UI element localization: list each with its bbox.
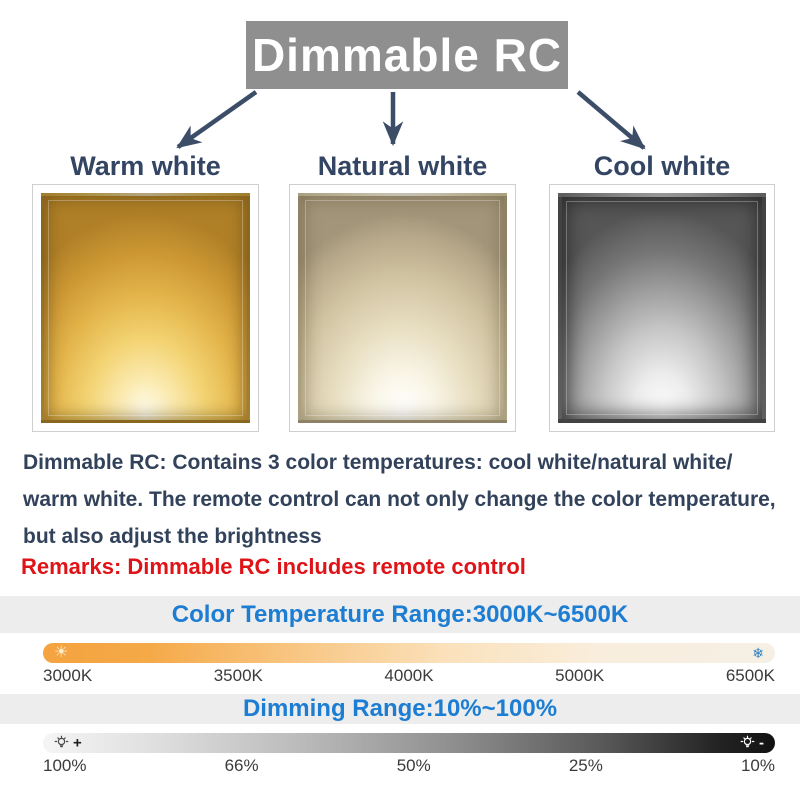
dimming-ticks: 100% 66% 50% 25% 10% — [43, 756, 775, 776]
tick-10pct: 10% — [740, 756, 775, 775]
flow-arrows — [176, 90, 646, 150]
description-line-3: but also adjust the brightness — [23, 525, 322, 548]
tick-50pct: 50% — [396, 756, 431, 775]
tick-25pct: 25% — [568, 756, 603, 775]
plus-sign: + — [73, 734, 82, 752]
natural-white-label: Natural white — [317, 150, 488, 181]
tick-4000k: 4000K — [384, 666, 434, 685]
tick-100pct: 100% — [43, 756, 87, 775]
arrow-to-warm-icon — [176, 90, 258, 149]
arrow-to-cool-icon — [576, 90, 646, 150]
tick-3500k: 3500K — [213, 666, 263, 685]
warm-white-glow-image — [41, 193, 250, 423]
natural-white-panel — [289, 184, 516, 432]
dimming-gradient-bar: + - — [43, 733, 775, 753]
tick-6500k: 6500K — [725, 666, 775, 685]
title-box: Dimmable RC — [246, 21, 568, 89]
remarks-text: Remarks: Dimmable RC includes remote con… — [21, 554, 526, 579]
dimming-heading: Dimming Range:10%~100% — [242, 695, 558, 722]
cool-white-label: Cool white — [593, 150, 731, 181]
sun-icon: ☀ — [54, 644, 69, 661]
bulb-plus-icon: + — [54, 736, 82, 751]
color-temperature-heading: Color Temperature Range:3000K~6500K — [171, 601, 629, 628]
description-line-1: Dimmable RC: Contains 3 color temperatur… — [23, 451, 733, 474]
description-paragraph: Dimmable RC: Contains 3 color temperatur… — [23, 444, 793, 555]
minus-sign: - — [759, 734, 764, 752]
tick-3000k: 3000K — [43, 666, 93, 685]
bulb-minus-icon: - — [740, 736, 764, 751]
cool-white-glow-image — [558, 193, 766, 423]
dimming-heading-band: Dimming Range:10%~100% — [0, 694, 800, 724]
bulb-icon — [740, 735, 755, 748]
title-text: Dimmable RC — [251, 29, 563, 81]
warm-white-label: Warm white — [70, 150, 221, 181]
warm-white-panel — [32, 184, 259, 432]
description-line-2: warm white. The remote control can not o… — [23, 488, 776, 511]
snowflake-icon: ❄ — [752, 645, 764, 661]
color-temperature-ticks: 3000K 3500K 4000K 5000K 6500K — [43, 666, 775, 686]
tick-5000k: 5000K — [555, 666, 605, 685]
tick-66pct: 66% — [224, 756, 259, 775]
bulb-icon — [54, 735, 69, 748]
cool-white-panel — [549, 184, 775, 432]
natural-white-glow-image — [298, 193, 507, 423]
color-temperature-heading-band: Color Temperature Range:3000K~6500K — [0, 596, 800, 633]
color-temperature-gradient-bar: ☀ ❄ — [43, 643, 775, 663]
